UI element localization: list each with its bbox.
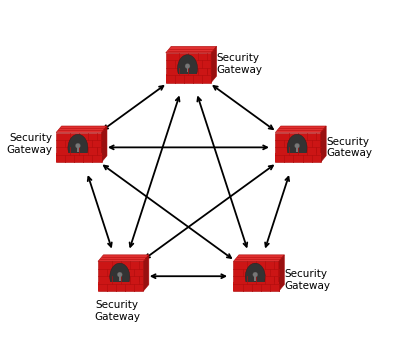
Text: Security
Gateway: Security Gateway	[284, 269, 330, 290]
Polygon shape	[166, 46, 217, 53]
Ellipse shape	[177, 55, 198, 82]
Circle shape	[185, 64, 190, 69]
Polygon shape	[234, 255, 284, 262]
Polygon shape	[279, 255, 284, 291]
Bar	[119, 275, 121, 281]
Bar	[254, 275, 256, 281]
Bar	[98, 262, 143, 291]
Ellipse shape	[287, 134, 307, 162]
Bar	[187, 66, 188, 72]
Bar	[296, 146, 298, 152]
Polygon shape	[56, 126, 107, 133]
Ellipse shape	[68, 134, 88, 162]
Polygon shape	[321, 126, 326, 162]
FancyArrowPatch shape	[265, 177, 289, 247]
Bar	[234, 262, 279, 291]
FancyArrowPatch shape	[88, 177, 112, 247]
Text: Security
Gateway: Security Gateway	[326, 137, 372, 158]
Bar	[98, 282, 143, 291]
Bar	[275, 133, 321, 162]
FancyArrowPatch shape	[104, 86, 164, 129]
Circle shape	[295, 143, 300, 148]
FancyArrowPatch shape	[152, 274, 225, 278]
Bar	[275, 153, 321, 162]
Bar	[166, 53, 211, 83]
Bar	[56, 133, 101, 162]
Polygon shape	[143, 255, 149, 291]
Circle shape	[117, 272, 122, 277]
Bar	[56, 153, 101, 162]
Ellipse shape	[110, 263, 130, 290]
Bar	[234, 282, 279, 291]
FancyArrowPatch shape	[213, 86, 273, 129]
Ellipse shape	[245, 263, 265, 290]
Polygon shape	[101, 126, 107, 162]
FancyArrowPatch shape	[129, 97, 179, 247]
Text: Security
Gateway: Security Gateway	[216, 54, 263, 75]
FancyArrowPatch shape	[110, 145, 267, 149]
Polygon shape	[98, 255, 149, 262]
Bar	[77, 146, 79, 152]
FancyArrowPatch shape	[104, 165, 231, 258]
FancyArrowPatch shape	[197, 97, 247, 247]
Text: Security
Gateway: Security Gateway	[94, 300, 140, 322]
Polygon shape	[211, 46, 217, 83]
Text: Security
Gateway: Security Gateway	[7, 133, 53, 155]
FancyArrowPatch shape	[146, 165, 273, 258]
Circle shape	[253, 272, 258, 277]
Bar	[166, 74, 211, 83]
Polygon shape	[275, 126, 326, 133]
Circle shape	[75, 143, 80, 148]
